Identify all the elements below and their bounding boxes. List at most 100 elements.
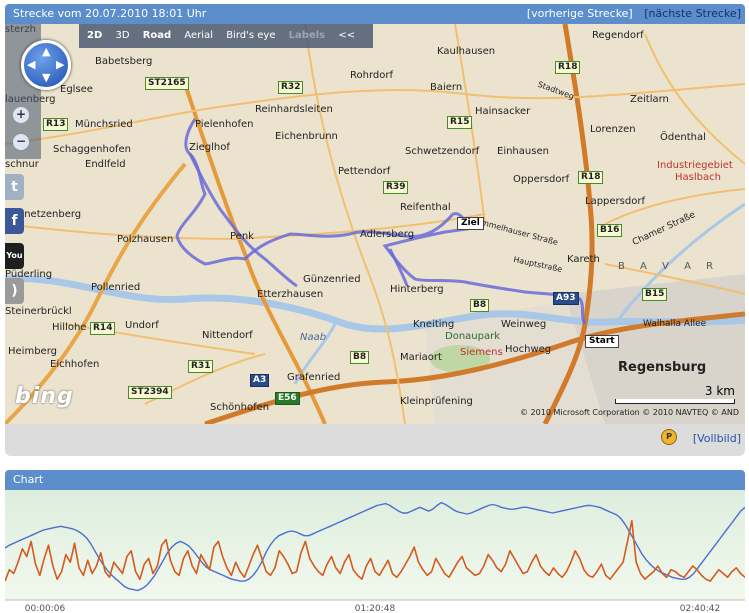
road-badge: R39 <box>383 181 409 194</box>
pan-left-icon[interactable]: ◀ <box>27 58 36 71</box>
map-place-label: Babetsberg <box>95 56 153 67</box>
road-badge: R14 <box>90 322 116 335</box>
map-place-label: Hillohe <box>52 322 87 333</box>
route-start-flag[interactable]: Start <box>585 335 619 348</box>
previous-route-link[interactable]: [vorherige Strecke] <box>526 7 633 20</box>
road-badge: R18 <box>578 171 604 184</box>
map-place-label: Hochweg <box>505 344 552 355</box>
rss-icon[interactable]: ) <box>5 278 24 304</box>
compass-pan-control[interactable]: ▲ ▼ ◀ ▶ <box>21 40 71 90</box>
map-place-label: Lappersdorf <box>585 196 645 207</box>
twitter-icon[interactable]: t <box>5 174 24 200</box>
collapse-toolbar-button[interactable]: << <box>338 30 356 41</box>
chart-series-line-1 <box>5 519 745 582</box>
chart-canvas: 00:00:06 01:20:48 02:40:42 <box>5 490 745 613</box>
map-place-label: Etterzhausen <box>257 289 324 300</box>
map-place-label: Regendorf <box>592 30 644 41</box>
map-place-label: B A V A R <box>618 261 720 272</box>
x-tick-label: 02:40:42 <box>680 604 720 613</box>
road-badge: ST2394 <box>128 386 172 399</box>
map-place-label: Püderling <box>5 269 53 280</box>
map-place-label: Lorenzen <box>590 124 636 135</box>
zoom-out-button[interactable]: − <box>13 134 29 150</box>
map-place-label: Schaggenhofen <box>53 144 131 155</box>
map-place-label: Undorf <box>125 320 159 331</box>
map-place-label: Heimberg <box>8 346 57 357</box>
chart-area: 00:00:06 01:20:48 02:40:42 <box>5 490 745 613</box>
map-place-label: Pielenhofen <box>195 119 254 130</box>
x-tick-label: 00:00:06 <box>25 604 66 613</box>
road-badge: R13 <box>43 118 69 131</box>
map-place-label: Zieglhof <box>189 142 230 153</box>
pan-up-icon[interactable]: ▲ <box>42 45 51 58</box>
scale-label: 3 km <box>704 384 735 398</box>
map-place-label: Haslbach <box>675 172 721 183</box>
map-place-label: Eglsee <box>60 84 93 95</box>
map-place-label: Kneiting <box>413 319 455 330</box>
map-place-label: Mariaort <box>400 352 442 363</box>
map-place-label: Hainsacker <box>475 106 531 117</box>
pan-right-icon[interactable]: ▶ <box>56 58 65 71</box>
map-place-label: Kareth <box>567 254 600 265</box>
map-place-label: Ödenthal <box>660 132 706 143</box>
map-place-label: Schwetzendorf <box>405 146 480 157</box>
road-badge: A93 <box>553 292 579 305</box>
route-finish-flag[interactable]: Ziel <box>457 217 484 230</box>
zoom-in-button[interactable]: + <box>13 107 29 123</box>
road-badge: B8 <box>350 351 370 364</box>
road-badge: ST2165 <box>145 77 189 90</box>
chart-panel-header: Chart <box>5 470 745 490</box>
birds-eye-view-button[interactable]: Bird's eye <box>226 30 276 41</box>
map-place-label: Günzenried <box>303 274 361 285</box>
fullscreen-link[interactable]: [Vollbild] <box>692 432 741 445</box>
view-2d-button[interactable]: 2D <box>87 30 103 41</box>
map-place-label: Walhalla Allee <box>643 319 707 329</box>
map-panel-title: Strecke vom 20.07.2010 18:01 Uhr <box>13 7 207 20</box>
map-place-label: Regensburg <box>618 360 707 375</box>
map-place-label: Baiern <box>430 82 463 93</box>
map-place-label: Donaupark <box>445 331 500 342</box>
map-place-label: Einhausen <box>497 146 549 157</box>
map-view[interactable]: Regendorf Babetsberg Kaulhausen Rohrdorf… <box>5 24 745 424</box>
map-place-label: Eichenbrunn <box>275 131 338 142</box>
map-place-label: Pollenried <box>91 282 141 293</box>
map-place-label: Schönhofen <box>210 402 270 413</box>
map-place-label: Endlfeld <box>85 159 126 170</box>
map-place-label: Weinweg <box>501 319 547 330</box>
map-footer: P [Vollbild] <box>5 424 745 456</box>
parking-marker-icon[interactable]: P <box>661 429 677 445</box>
map-place-label: Hinterberg <box>390 284 444 295</box>
chart-series-line-0 <box>5 501 745 592</box>
map-place-label: Zeitlarn <box>630 94 669 105</box>
aerial-view-button[interactable]: Aerial <box>184 30 213 41</box>
road-view-button[interactable]: Road <box>142 30 172 41</box>
youtube-icon[interactable]: You <box>5 243 24 269</box>
labels-toggle-button[interactable]: Labels <box>288 30 326 41</box>
road-badge: B15 <box>642 288 668 301</box>
map-place-label: Siemens <box>460 347 503 358</box>
map-place-label: Eichhofen <box>50 359 100 370</box>
map-place-label: Industriegebiet <box>657 160 733 171</box>
pan-down-icon[interactable]: ▼ <box>42 71 51 84</box>
map-place-label: Penk <box>230 231 254 242</box>
road-badge: B8 <box>470 299 490 312</box>
road-badge: R31 <box>188 360 214 373</box>
map-place-label: Oppersdorf <box>513 174 570 185</box>
map-place-label: Steinerbrückl <box>5 306 72 317</box>
map-place-label: Pettendorf <box>338 166 391 177</box>
scale-bar <box>615 399 735 404</box>
road-badge: A3 <box>250 374 270 387</box>
road-badge: E56 <box>275 392 300 405</box>
map-place-label: Polzhausen <box>117 234 174 245</box>
route-navigation: [vorherige Strecke] [nächste Strecke] <box>519 4 741 24</box>
map-place-label: Naab <box>300 332 327 343</box>
map-place-label: Steinetzenberg <box>5 209 82 220</box>
next-route-link[interactable]: [nächste Strecke] <box>644 7 741 20</box>
map-place-label: Adlersberg <box>360 229 415 240</box>
road-badge: B16 <box>597 224 623 237</box>
view-3d-button[interactable]: 3D <box>115 30 130 41</box>
facebook-icon[interactable]: f <box>5 208 24 234</box>
road-badge: R18 <box>555 61 581 74</box>
bing-logo: bing <box>15 384 74 409</box>
chart-panel-title: Chart <box>13 473 44 486</box>
